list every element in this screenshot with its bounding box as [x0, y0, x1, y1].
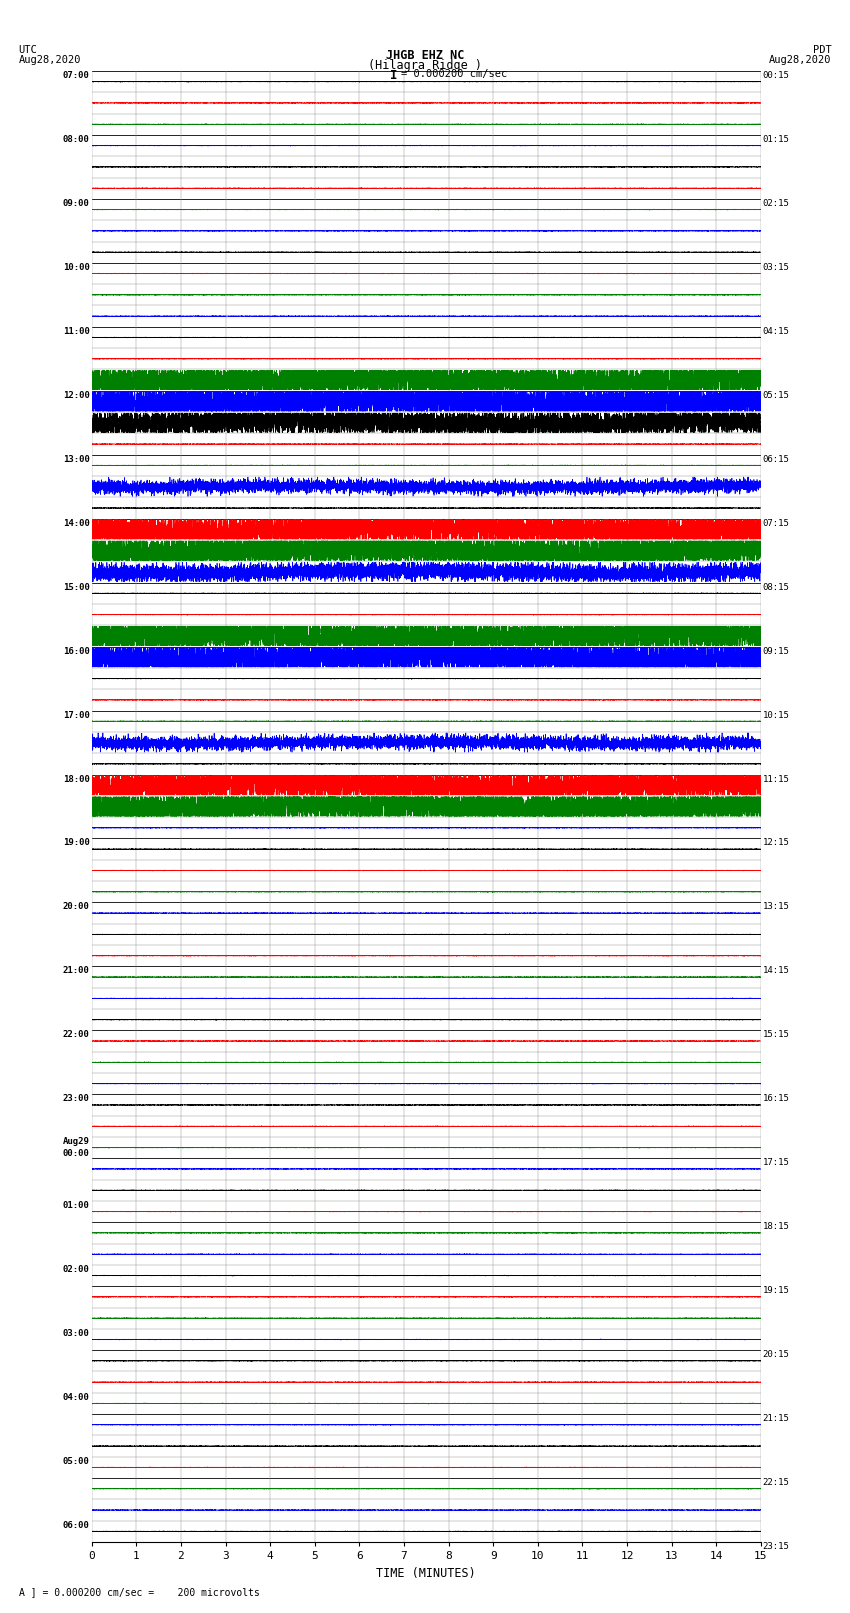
Text: 10:00: 10:00	[63, 263, 90, 273]
Text: Aug28,2020: Aug28,2020	[768, 55, 831, 65]
Text: 00:00: 00:00	[63, 1148, 90, 1158]
Text: 20:15: 20:15	[762, 1350, 790, 1360]
Text: 15:15: 15:15	[762, 1031, 790, 1039]
Text: 16:00: 16:00	[63, 647, 90, 655]
Text: 23:15: 23:15	[762, 1542, 790, 1552]
Text: 04:15: 04:15	[762, 327, 790, 336]
Text: UTC: UTC	[19, 45, 37, 55]
Text: 00:15: 00:15	[762, 71, 790, 81]
Text: PDT: PDT	[813, 45, 831, 55]
Text: 21:15: 21:15	[762, 1415, 790, 1423]
Text: Aug29: Aug29	[63, 1137, 90, 1145]
Text: 07:00: 07:00	[63, 71, 90, 81]
Text: 11:00: 11:00	[63, 327, 90, 336]
Text: 08:15: 08:15	[762, 582, 790, 592]
Text: 12:15: 12:15	[762, 839, 790, 847]
Text: 22:15: 22:15	[762, 1478, 790, 1487]
Text: 13:00: 13:00	[63, 455, 90, 463]
Text: 01:00: 01:00	[63, 1202, 90, 1210]
Text: 07:15: 07:15	[762, 519, 790, 527]
Text: 18:15: 18:15	[762, 1223, 790, 1231]
Text: A ] = 0.000200 cm/sec =    200 microvolts: A ] = 0.000200 cm/sec = 200 microvolts	[19, 1587, 259, 1597]
Text: Aug28,2020: Aug28,2020	[19, 55, 82, 65]
Text: 02:00: 02:00	[63, 1265, 90, 1274]
Text: 05:15: 05:15	[762, 390, 790, 400]
Text: JHGB EHZ NC: JHGB EHZ NC	[386, 50, 464, 63]
Text: 08:00: 08:00	[63, 135, 90, 144]
Text: 15:00: 15:00	[63, 582, 90, 592]
Text: 20:00: 20:00	[63, 902, 90, 911]
Text: (Hilagra Ridge ): (Hilagra Ridge )	[368, 58, 482, 73]
Text: 05:00: 05:00	[63, 1457, 90, 1466]
Text: 13:15: 13:15	[762, 902, 790, 911]
Text: 14:15: 14:15	[762, 966, 790, 976]
Text: 22:00: 22:00	[63, 1031, 90, 1039]
Text: 21:00: 21:00	[63, 966, 90, 976]
Text: 06:00: 06:00	[63, 1521, 90, 1529]
Text: 03:00: 03:00	[63, 1329, 90, 1337]
Text: I: I	[390, 69, 397, 82]
Text: 04:00: 04:00	[63, 1392, 90, 1402]
Text: 19:00: 19:00	[63, 839, 90, 847]
Text: 09:00: 09:00	[63, 198, 90, 208]
Text: 02:15: 02:15	[762, 198, 790, 208]
Text: 10:15: 10:15	[762, 711, 790, 719]
Text: 14:00: 14:00	[63, 519, 90, 527]
Text: 09:15: 09:15	[762, 647, 790, 655]
Text: 12:00: 12:00	[63, 390, 90, 400]
Text: 03:15: 03:15	[762, 263, 790, 273]
Text: 23:00: 23:00	[63, 1094, 90, 1103]
Text: = 0.000200 cm/sec: = 0.000200 cm/sec	[401, 69, 507, 79]
Text: 16:15: 16:15	[762, 1094, 790, 1103]
Text: 01:15: 01:15	[762, 135, 790, 144]
Text: 18:00: 18:00	[63, 774, 90, 784]
Text: 06:15: 06:15	[762, 455, 790, 463]
Text: 11:15: 11:15	[762, 774, 790, 784]
X-axis label: TIME (MINUTES): TIME (MINUTES)	[377, 1566, 476, 1579]
Text: 19:15: 19:15	[762, 1286, 790, 1295]
Text: 17:00: 17:00	[63, 711, 90, 719]
Text: 17:15: 17:15	[762, 1158, 790, 1168]
